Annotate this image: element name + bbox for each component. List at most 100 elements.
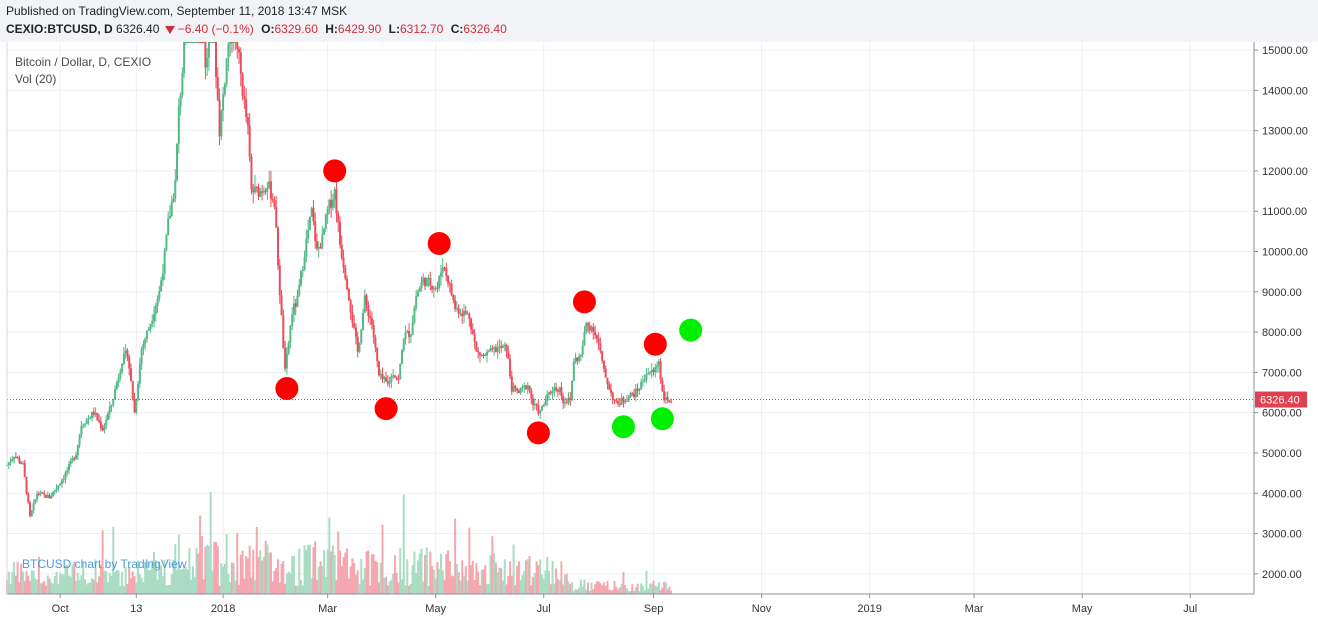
volume-bar bbox=[567, 581, 570, 594]
candle-body bbox=[578, 356, 581, 361]
volume-bar bbox=[572, 591, 575, 594]
candle-body bbox=[220, 110, 223, 137]
low-value: 6312.70 bbox=[399, 22, 444, 36]
volume-bar bbox=[308, 544, 311, 594]
volume-bar bbox=[397, 582, 400, 594]
volume-bar bbox=[452, 576, 455, 594]
volume-bar bbox=[211, 570, 214, 594]
volume-bar bbox=[303, 545, 306, 594]
candle-body bbox=[422, 277, 425, 283]
volume-bar bbox=[517, 561, 520, 594]
time-tick-label: 2018 bbox=[211, 603, 235, 615]
candle-body bbox=[160, 280, 163, 292]
candle-body bbox=[96, 413, 99, 420]
candle-body bbox=[517, 390, 520, 393]
candle-body bbox=[571, 380, 574, 400]
volume-bar bbox=[448, 561, 451, 594]
legend-volume: Vol (20) bbox=[15, 72, 57, 86]
volume-bar bbox=[105, 571, 108, 594]
marker-green bbox=[650, 407, 674, 431]
volume-bar bbox=[358, 584, 361, 594]
candle-body bbox=[144, 338, 147, 344]
candle-body bbox=[374, 337, 377, 348]
candle-body bbox=[643, 379, 646, 382]
volume-bar bbox=[551, 560, 554, 594]
candle-body bbox=[200, 42, 203, 43]
candle-body bbox=[416, 291, 419, 297]
candle-body bbox=[528, 385, 531, 391]
volume-bar bbox=[535, 561, 538, 594]
candle-body bbox=[115, 382, 118, 389]
volume-bar bbox=[524, 560, 527, 594]
candle-body bbox=[470, 318, 473, 330]
candle-body bbox=[27, 493, 30, 503]
candle-body bbox=[278, 265, 281, 296]
volume-bar bbox=[273, 570, 276, 594]
candle-body bbox=[654, 367, 657, 373]
volume-bar bbox=[648, 583, 651, 594]
volume-bar bbox=[202, 579, 205, 594]
candle-body bbox=[308, 216, 311, 231]
candle-body bbox=[563, 402, 566, 404]
volume-bar bbox=[138, 574, 141, 594]
candle-body bbox=[106, 413, 109, 420]
volume-bar bbox=[643, 590, 646, 594]
volume-bar bbox=[427, 585, 430, 594]
volume-bar bbox=[124, 567, 127, 594]
candle-body bbox=[620, 397, 623, 405]
price-tick-label: 8000.00 bbox=[1262, 327, 1302, 339]
volume-bar bbox=[501, 580, 504, 594]
candle-body bbox=[524, 385, 527, 390]
price-tick-label: 3000.00 bbox=[1262, 529, 1302, 541]
candle-body bbox=[135, 399, 138, 413]
watermark-link[interactable]: BTCUSD chart by TradingView bbox=[22, 557, 187, 571]
candle-body bbox=[91, 411, 94, 419]
volume-bars bbox=[6, 491, 673, 594]
volume-bar bbox=[602, 582, 605, 594]
volume-bar bbox=[576, 589, 579, 594]
volume-bar bbox=[319, 561, 322, 594]
volume-bar bbox=[206, 544, 209, 594]
time-axis: Oct 13 2018 Mar May Jul Sep Nov 2019 Mar May Jul bbox=[0, 42, 1318, 627]
volume-bar bbox=[277, 559, 280, 594]
candle-body bbox=[52, 491, 55, 496]
candle-body bbox=[487, 351, 490, 353]
volume-bar bbox=[447, 550, 450, 594]
candle-body bbox=[261, 191, 264, 193]
time-tick-label: Jul bbox=[537, 603, 551, 615]
volume-bar bbox=[213, 542, 216, 594]
volume-bar bbox=[310, 578, 313, 594]
candle-body bbox=[548, 392, 551, 395]
volume-bar bbox=[540, 574, 543, 594]
volume-bar bbox=[151, 560, 154, 594]
candle-body bbox=[565, 402, 568, 404]
volume-bar bbox=[385, 576, 388, 594]
candle-body bbox=[234, 42, 237, 43]
candle-body bbox=[156, 298, 159, 306]
price-tick-label: 6000.00 bbox=[1262, 408, 1302, 420]
candle-body bbox=[664, 397, 667, 401]
time-tick-label: Mar bbox=[965, 603, 984, 615]
candle-body bbox=[583, 331, 586, 346]
volume-bar bbox=[229, 582, 232, 594]
candle-body bbox=[399, 363, 402, 380]
volume-bar bbox=[32, 570, 35, 594]
candle-body bbox=[401, 350, 404, 364]
volume-bar bbox=[445, 553, 448, 594]
volume-bar bbox=[140, 577, 143, 594]
volume-bar bbox=[170, 574, 173, 594]
candle-body bbox=[266, 187, 269, 192]
candle-body bbox=[608, 384, 611, 390]
candle-body bbox=[75, 455, 78, 460]
candle-body bbox=[443, 267, 446, 269]
volume-bar bbox=[562, 584, 565, 594]
candle-body bbox=[186, 42, 189, 43]
volume-bar bbox=[544, 570, 547, 594]
volume-bar bbox=[548, 570, 551, 594]
volume-bar bbox=[579, 579, 582, 594]
volume-bar bbox=[190, 579, 193, 594]
volume-bar bbox=[52, 583, 55, 594]
volume-bar bbox=[333, 555, 336, 594]
volume-bar bbox=[300, 579, 303, 594]
